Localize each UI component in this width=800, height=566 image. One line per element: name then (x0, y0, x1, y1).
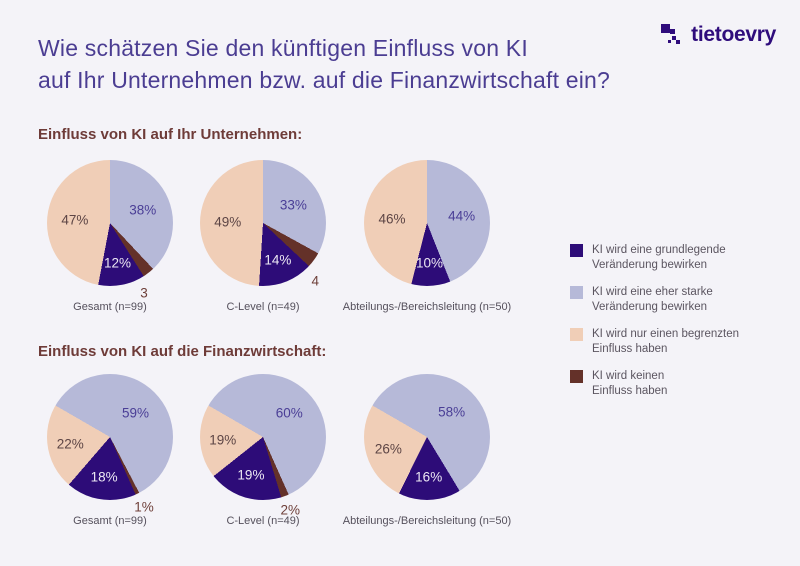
pie-chart-section1-1: 38% 3 12% 47% (47, 160, 173, 301)
legend-item-begrenzt: KI wird nur einen begrenzten Einfluss hab… (570, 327, 739, 357)
legend-swatch-kein (570, 370, 583, 383)
slice-label-begrenzt: 47% (61, 212, 89, 228)
slice-label-kein: 2% (280, 502, 300, 518)
slice-label-grundlegend: 19% (237, 467, 265, 483)
legend-label-grundlegend: KI wird eine grundlegende Veränderung bew… (592, 243, 726, 273)
slice-label-stark: 44% (448, 208, 476, 224)
pie-circle (364, 374, 490, 500)
legend-label-line1: KI wird eine eher starke (592, 286, 713, 298)
page-title-line-1: Wie schätzen Sie den künftigen Einfluss … (38, 35, 528, 61)
legend-item-grundlegend: KI wird eine grundlegende Veränderung bew… (570, 243, 739, 273)
page-title: Wie schätzen Sie den künftigen Einfluss … (38, 32, 610, 96)
slice-label-kein: 1% (134, 499, 154, 515)
slice-label-begrenzt: 49% (214, 214, 242, 230)
slice-label-grundlegend: 18% (90, 469, 118, 485)
slice-label-stark: 60% (275, 405, 303, 421)
legend-label-line2: Einfluss haben (592, 343, 668, 355)
slice-label-grundlegend: 12% (104, 255, 132, 271)
pie-chart-section1-2: 33% 4 14% 49% (200, 160, 326, 289)
legend-label-line2: Veränderung bewirken (592, 301, 708, 313)
legend-label-stark: KI wird eine eher starke Veränderung bewi… (592, 285, 713, 315)
pie-chart-section2-2: 60% 2% 19% 19% (200, 374, 326, 518)
legend-label-line2: Einfluss haben (592, 385, 668, 397)
page-title-line-2: auf Ihr Unternehmen bzw. auf die Finanzw… (38, 67, 611, 93)
section-heading-unternehmen: Einfluss von KI auf Ihr Unternehmen: (38, 126, 303, 143)
pie-caption: C-Level (n=49) (226, 515, 300, 527)
slice-label-kein: 4 (311, 273, 320, 289)
slice-label-grundlegend: 10% (416, 255, 444, 271)
slice-label-stark: 58% (438, 404, 466, 420)
pie-caption: C-Level (n=49) (226, 301, 300, 313)
pie-circle (364, 160, 490, 286)
slice-label-grundlegend: 14% (264, 252, 292, 268)
pie-circle (47, 160, 173, 286)
slice-label-begrenzt: 19% (209, 432, 237, 448)
pie-caption: Gesamt (n=99) (73, 301, 147, 313)
chart-legend: KI wird eine grundlegende Veränderung bew… (570, 243, 739, 411)
slice-label-grundlegend: 16% (415, 469, 443, 485)
tietoevry-logo-text: tietoevry (691, 23, 776, 46)
pie-circle (200, 160, 326, 286)
slice-label-kein: 3 (140, 285, 148, 301)
slice-label-begrenzt: 26% (374, 441, 402, 457)
pie-chart-section1-3: 44% 10% 46% (364, 160, 490, 286)
pie-circle (47, 374, 173, 500)
slice-label-begrenzt: 46% (378, 211, 406, 227)
legend-label-line1: KI wird nur einen begrenzten (592, 328, 740, 340)
legend-swatch-grundlegend (570, 244, 583, 257)
slice-label-stark: 33% (279, 197, 307, 213)
pie-caption: Abteilungs-/Bereichsleitung (n=50) (342, 515, 512, 527)
pie-caption: Gesamt (n=99) (73, 515, 147, 527)
legend-swatch-begrenzt (570, 328, 583, 341)
slice-label-begrenzt: 22% (56, 436, 84, 452)
legend-label-line2: Veränderung bewirken (592, 259, 708, 271)
tietoevry-pixel-icon (660, 22, 684, 48)
legend-label-line1: KI wird keinen (592, 370, 665, 382)
section-heading-finanzwirtschaft: Einfluss von KI auf die Finanzwirtschaft… (38, 343, 327, 360)
legend-label-line1: KI wird eine grundlegende (592, 244, 726, 256)
legend-item-kein: KI wird keinen Einfluss haben (570, 369, 739, 399)
tietoevry-logo: tietoevry (660, 22, 776, 48)
pie-chart-section2-1: 59% 1% 18% 22% (47, 374, 173, 515)
legend-label-begrenzt: KI wird nur einen begrenzten Einfluss hab… (592, 327, 739, 357)
legend-swatch-stark (570, 286, 583, 299)
pie-chart-section2-3: 58% 16% 26% (364, 374, 490, 500)
slice-label-stark: 59% (121, 405, 149, 421)
legend-label-kein: KI wird keinen Einfluss haben (592, 369, 667, 399)
pie-caption: Abteilungs-/Bereichsleitung (n=50) (342, 301, 512, 313)
pie-circle (200, 374, 326, 500)
slice-label-stark: 38% (129, 202, 157, 218)
legend-item-stark: KI wird eine eher starke Veränderung bewi… (570, 285, 739, 315)
